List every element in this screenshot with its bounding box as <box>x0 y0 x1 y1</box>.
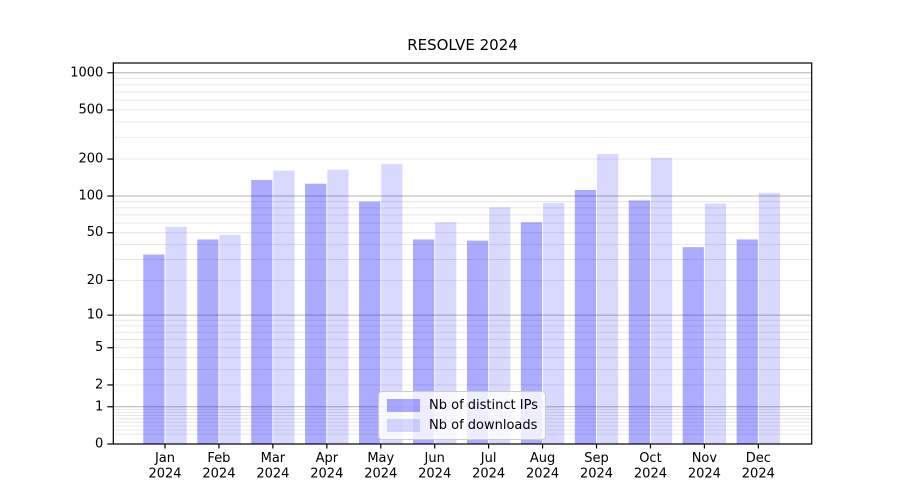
y-tick-label: 20 <box>87 273 104 288</box>
y-tick-label: 50 <box>87 225 104 240</box>
bar-distinct-ips <box>143 254 165 444</box>
x-tick-label: Nov 2024 <box>688 451 721 482</box>
bar-distinct-ips <box>682 247 704 444</box>
bar-distinct-ips <box>359 201 381 444</box>
bar-downloads <box>704 203 727 444</box>
legend: Nb of distinct IPs Nb of downloads <box>378 391 546 440</box>
bar-downloads <box>543 202 565 444</box>
x-tick-label: Feb 2024 <box>202 451 235 482</box>
x-tick-label: Jun 2024 <box>418 451 451 482</box>
y-tick-label: 200 <box>78 152 103 167</box>
bar-downloads <box>435 222 457 444</box>
x-tick-label: May 2024 <box>364 451 397 482</box>
y-tick-label: 1 <box>95 399 103 414</box>
axes-frame <box>112 62 813 445</box>
bar-downloads <box>758 192 781 444</box>
bar-downloads <box>219 234 241 444</box>
bar-downloads <box>597 153 619 445</box>
bar-downloads <box>381 164 403 444</box>
bar-distinct-ips <box>305 183 327 444</box>
legend-label-downloads: Nb of downloads <box>429 418 538 433</box>
legend-swatch-distinct-ips-icon <box>387 399 420 412</box>
legend-swatch-downloads-icon <box>387 419 420 432</box>
bar-distinct-ips <box>574 189 597 444</box>
bar-downloads <box>273 170 295 444</box>
legend-label-distinct-ips: Nb of distinct IPs <box>429 398 538 413</box>
bar-downloads <box>650 157 673 445</box>
x-tick-label: Dec 2024 <box>742 451 775 482</box>
bar-distinct-ips <box>736 239 758 444</box>
x-tick-label: Jul 2024 <box>472 451 505 482</box>
y-tick-label: 1000 <box>70 65 103 80</box>
x-tick-label: Aug 2024 <box>526 451 559 482</box>
y-tick-label: 2 <box>95 377 103 392</box>
bar-distinct-ips <box>197 239 219 444</box>
chart-title: RESOLVE 2024 <box>407 36 518 54</box>
x-tick-label: Jan 2024 <box>148 451 181 482</box>
legend-item: Nb of distinct IPs <box>387 398 538 413</box>
x-tick-label: Apr 2024 <box>310 451 343 482</box>
y-tick-label: 0 <box>95 437 103 452</box>
bar-distinct-ips <box>520 222 543 444</box>
bar-distinct-ips <box>628 200 650 444</box>
x-tick-label: Mar 2024 <box>256 451 289 482</box>
legend-item: Nb of downloads <box>387 418 538 433</box>
bar-downloads <box>489 207 511 444</box>
x-tick-label: Sep 2024 <box>580 451 613 482</box>
bar-downloads <box>165 226 187 444</box>
bar-distinct-ips <box>251 180 273 444</box>
bar-downloads <box>327 169 349 444</box>
y-tick-label: 5 <box>95 340 103 355</box>
y-tick-label: 500 <box>78 102 103 117</box>
x-tick-label: Oct 2024 <box>634 451 667 482</box>
y-tick-label: 100 <box>78 189 103 204</box>
y-tick-label: 10 <box>87 308 104 323</box>
